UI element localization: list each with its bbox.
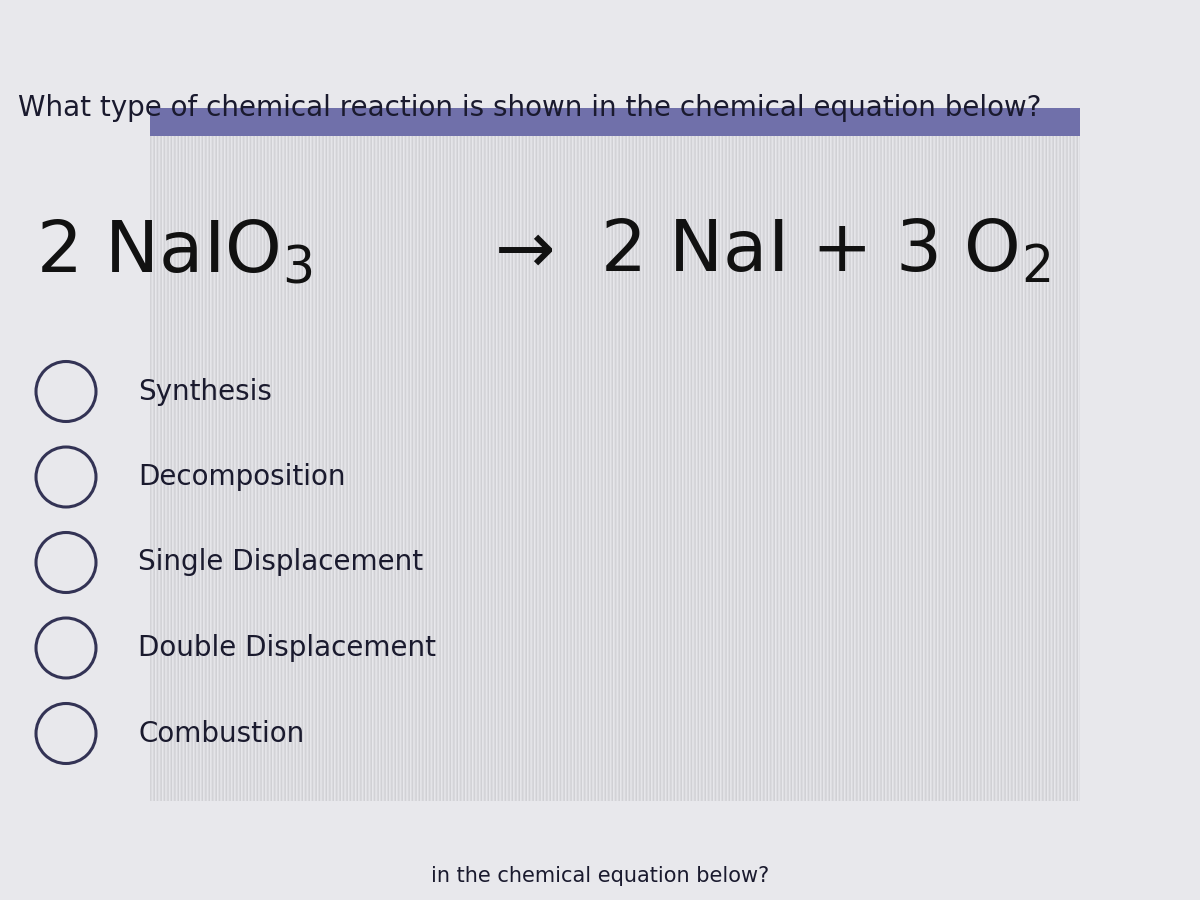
Text: What type of chemical reaction is shown in the chemical equation below?: What type of chemical reaction is shown … xyxy=(18,94,1042,122)
Text: 2 NaI + 3 O$_2$: 2 NaI + 3 O$_2$ xyxy=(600,218,1051,286)
Text: Decomposition: Decomposition xyxy=(138,463,346,491)
Text: Single Displacement: Single Displacement xyxy=(138,548,424,577)
Text: $\rightarrow$: $\rightarrow$ xyxy=(480,218,553,286)
Text: Combustion: Combustion xyxy=(138,719,305,748)
Text: 2 NaIO$_3$: 2 NaIO$_3$ xyxy=(36,218,312,286)
Text: Synthesis: Synthesis xyxy=(138,377,272,406)
Text: Double Displacement: Double Displacement xyxy=(138,634,436,662)
Bar xyxy=(150,108,1080,136)
Text: in the chemical equation below?: in the chemical equation below? xyxy=(431,867,769,886)
